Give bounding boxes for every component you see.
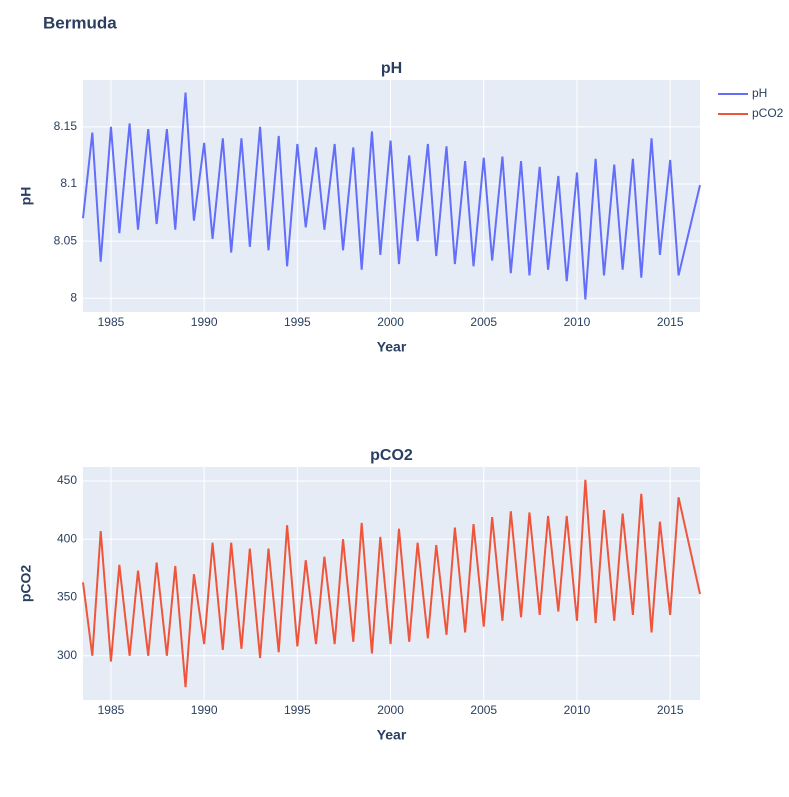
legend-label: pH bbox=[752, 86, 767, 100]
x-tick-label: 1985 bbox=[98, 703, 125, 717]
y-tick-label: 8.1 bbox=[60, 176, 77, 190]
figure-title: Bermuda bbox=[43, 13, 117, 32]
x-tick-label: 1995 bbox=[284, 315, 311, 329]
y-tick-label: 300 bbox=[57, 648, 77, 662]
data-line bbox=[82, 479, 701, 688]
y-tick-label: 400 bbox=[57, 531, 77, 545]
plot-area bbox=[83, 80, 700, 312]
x-tick-label: 2005 bbox=[470, 315, 497, 329]
x-tick-label: 2015 bbox=[657, 315, 684, 329]
x-tick-label: 1995 bbox=[284, 703, 311, 717]
plot-area bbox=[83, 467, 700, 700]
x-tick-label: 1990 bbox=[191, 315, 218, 329]
x-tick-label: 1985 bbox=[98, 315, 125, 329]
x-tick-label: 1990 bbox=[191, 703, 218, 717]
x-tick-label: 2010 bbox=[564, 703, 591, 717]
x-axis-title: Year bbox=[377, 727, 407, 743]
x-axis-title: Year bbox=[377, 339, 407, 355]
y-axis-title: pH bbox=[18, 187, 34, 206]
y-tick-label: 450 bbox=[57, 473, 77, 487]
subplot-title: pH bbox=[381, 60, 402, 77]
legend-label: pCO2 bbox=[752, 106, 784, 120]
y-tick-label: 8.05 bbox=[54, 233, 78, 247]
x-tick-label: 2010 bbox=[564, 315, 591, 329]
x-tick-label: 2015 bbox=[657, 703, 684, 717]
subplot-title: pCO2 bbox=[370, 447, 413, 464]
y-tick-label: 350 bbox=[57, 590, 77, 604]
y-axis-title: pCO2 bbox=[18, 565, 34, 603]
y-tick-label: 8.15 bbox=[54, 119, 78, 133]
x-tick-label: 2000 bbox=[377, 703, 404, 717]
x-tick-label: 2000 bbox=[377, 315, 404, 329]
data-line bbox=[82, 92, 701, 300]
x-tick-label: 2005 bbox=[470, 703, 497, 717]
y-tick-label: 8 bbox=[70, 290, 77, 304]
